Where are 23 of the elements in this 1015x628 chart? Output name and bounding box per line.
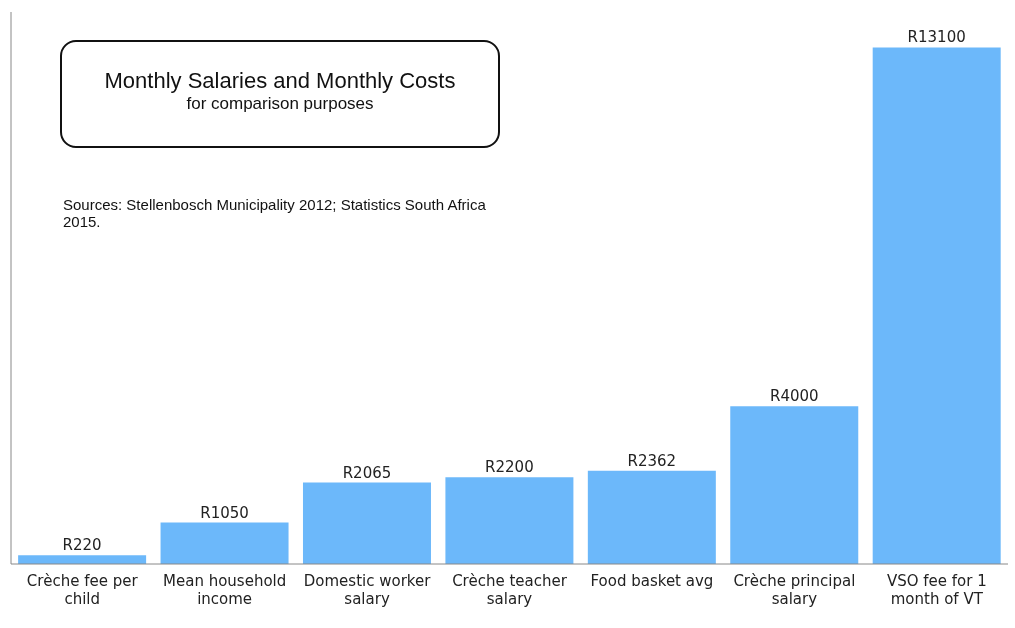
- data-label: R220: [62, 536, 102, 555]
- data-label: R13100: [907, 28, 966, 47]
- data-label: R4000: [769, 387, 819, 406]
- data-label: R2362: [627, 451, 677, 470]
- x-tick-label: Crèche teacher salary: [452, 572, 568, 608]
- bar: [872, 47, 1001, 564]
- x-tick-label: Food basket avg: [590, 572, 714, 590]
- x-tick-label: Crèche principal salary: [733, 572, 856, 608]
- bar: [730, 406, 859, 564]
- x-tick-label: Mean household income: [163, 572, 287, 608]
- data-label: R2200: [485, 458, 534, 477]
- x-tick-label: VSO fee for 1 month of VT: [886, 572, 987, 608]
- bar: [18, 555, 147, 564]
- annotation: Sources: Stellenbosch Municipality 2012; Statistics South Africa 2015.: [63, 196, 503, 230]
- title-box: Monthly Salaries and Monthly Costs for comparison purposes: [60, 40, 500, 148]
- bar: [587, 470, 716, 564]
- data-label: R2065: [342, 463, 392, 482]
- x-tick-label: Domestic worker salary: [303, 572, 432, 608]
- x-tick-label: Crèche fee per child: [26, 572, 139, 608]
- bar: [302, 482, 431, 564]
- bar: [445, 477, 574, 564]
- data-label: R1050: [200, 503, 249, 522]
- bar: [160, 522, 289, 564]
